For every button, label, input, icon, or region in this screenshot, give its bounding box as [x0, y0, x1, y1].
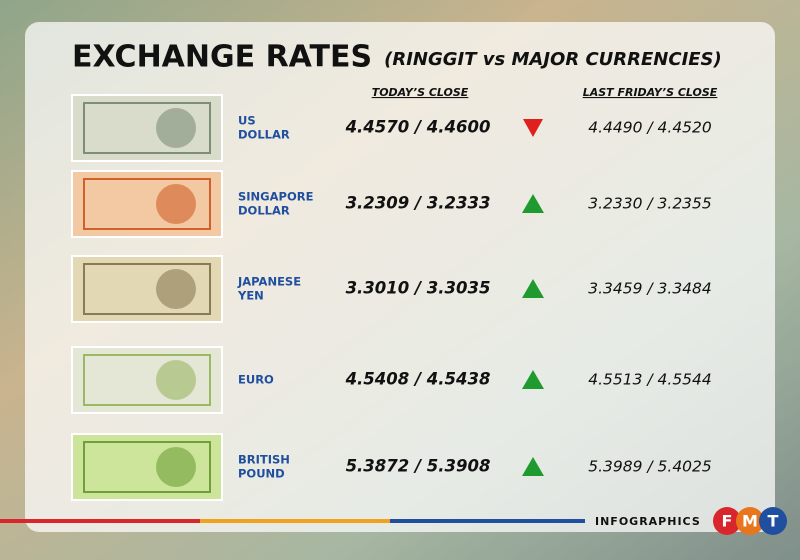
currency-name: DOLLAR	[238, 204, 290, 218]
trend-arrow	[522, 279, 544, 298]
currency-name: US	[238, 114, 256, 128]
currency-name: POUND	[238, 467, 285, 481]
logo-circle	[736, 507, 764, 535]
banknote	[71, 433, 223, 501]
trend-arrow	[522, 194, 544, 213]
banknote-portrait	[156, 269, 196, 309]
logo-letter: M	[742, 512, 758, 531]
logo-letter: F	[722, 512, 733, 531]
currency-name: DOLLAR	[238, 128, 290, 142]
banknote-portrait	[156, 108, 196, 148]
banknote-portrait	[156, 360, 196, 400]
banknote-portrait	[156, 447, 196, 487]
logo-circle	[713, 507, 741, 535]
last-friday-close: 3.2330 / 3.2355	[588, 195, 712, 213]
subtitle: (RINGGIT vs MAJOR CURRENCIES)	[384, 49, 722, 70]
today-close: 3.3010 / 3.3035	[346, 279, 491, 298]
banknote	[71, 170, 223, 238]
column-header: LAST FRIDAY’S CLOSE	[583, 86, 718, 99]
trend-arrow	[522, 370, 544, 389]
trend-arrow	[523, 119, 543, 137]
banknote	[71, 94, 223, 162]
footer-label: INFOGRAPHICS	[595, 515, 701, 528]
today-close: 5.3872 / 5.3908	[346, 457, 491, 476]
currency-name: SINGAPORE	[238, 190, 314, 204]
last-friday-close: 4.5513 / 4.5544	[588, 371, 712, 389]
today-close: 3.2309 / 3.2333	[346, 194, 491, 213]
banknote-detail	[83, 441, 211, 493]
title: EXCHANGE RATES	[72, 40, 372, 75]
currency-name: BRITISH	[238, 453, 290, 467]
logo-letter: T	[768, 512, 779, 531]
currency-name: YEN	[237, 289, 264, 303]
banknote-detail	[83, 178, 211, 230]
today-close: 4.5408 / 4.5438	[345, 370, 491, 389]
banknote-detail	[83, 354, 211, 406]
today-close: 4.4570 / 4.4600	[345, 118, 491, 137]
logo-circle	[759, 507, 787, 535]
banknote	[71, 346, 223, 414]
trend-arrow	[522, 457, 544, 476]
row: EURO 4.5408 / 4.5438 4.5513 / 4.5544	[71, 346, 712, 414]
banknote-detail	[83, 102, 211, 154]
currency-name: JAPANESE	[237, 275, 301, 289]
column-header: TODAY’S CLOSE	[372, 86, 469, 99]
banknote-detail	[83, 263, 211, 315]
last-friday-close: 3.3459 / 3.3484	[588, 280, 712, 298]
banknote-portrait	[156, 184, 196, 224]
currency-name: EURO	[238, 373, 274, 387]
banknote	[71, 255, 223, 323]
last-friday-close: 5.3989 / 5.4025	[588, 458, 712, 476]
last-friday-close: 4.4490 / 4.4520	[588, 119, 712, 137]
